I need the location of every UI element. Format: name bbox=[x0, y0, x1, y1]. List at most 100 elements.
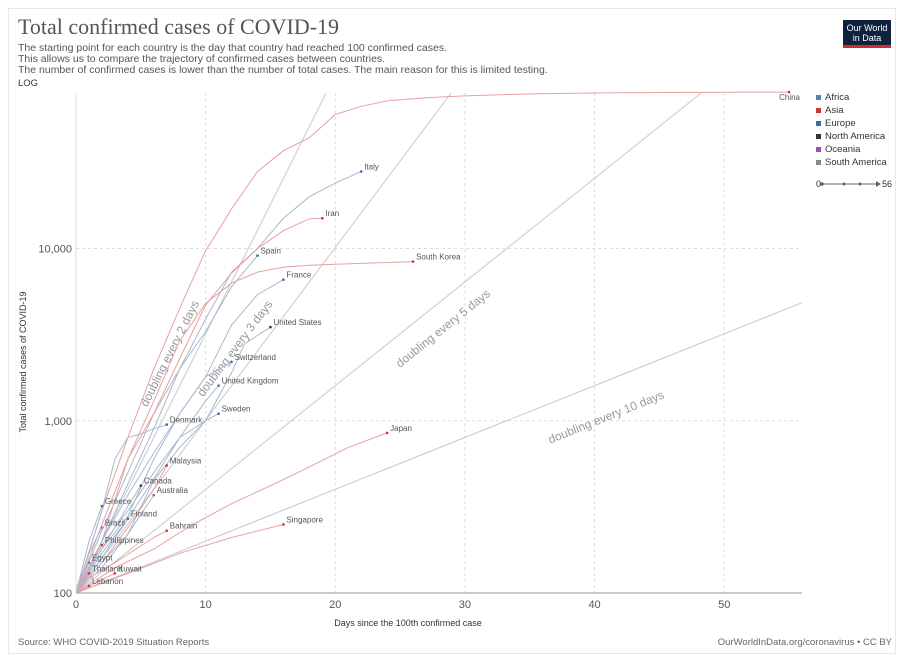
timeline-slider[interactable]: 0 56 bbox=[816, 176, 894, 192]
series-label: Lebanon bbox=[92, 577, 123, 586]
series-end-point bbox=[165, 529, 169, 532]
timeline-end-handle[interactable] bbox=[876, 181, 881, 187]
legend-label: South America bbox=[825, 157, 887, 168]
subtitle-line-3: The number of confirmed cases is lower t… bbox=[18, 64, 548, 76]
series-label: Denmark bbox=[170, 416, 203, 425]
series-label: Brazil bbox=[105, 519, 125, 528]
series-label: South Korea bbox=[416, 253, 461, 262]
series-line bbox=[75, 385, 219, 594]
legend: Africa Asia Europe North America Oceania… bbox=[816, 91, 887, 169]
series-line bbox=[75, 424, 167, 594]
series-line bbox=[75, 171, 362, 594]
series-line bbox=[75, 361, 232, 594]
y-tick-label: 10,000 bbox=[38, 244, 72, 256]
legend-item-asia[interactable]: Asia bbox=[816, 104, 887, 117]
series-end-point bbox=[87, 572, 91, 575]
series-end-point bbox=[256, 254, 259, 257]
legend-label: Europe bbox=[825, 118, 856, 129]
source-note[interactable]: Source: WHO COVID-2019 Situation Reports bbox=[18, 637, 210, 648]
y-tick-label: 100 bbox=[54, 588, 72, 600]
timeline-end-label: 56 bbox=[882, 179, 892, 189]
series-line bbox=[75, 530, 168, 587]
x-tick-label: 30 bbox=[459, 599, 471, 611]
legend-swatch bbox=[816, 95, 821, 100]
x-tick-label: 0 bbox=[73, 599, 79, 611]
series-label: Sweden bbox=[222, 405, 251, 414]
series-label: Thailand bbox=[92, 564, 123, 573]
series-label: Bahrain bbox=[170, 522, 198, 531]
chart-frame bbox=[8, 8, 896, 654]
chart-title: Total confirmed cases of COVID-19 bbox=[18, 14, 340, 39]
series-line bbox=[75, 255, 258, 594]
series-label: Canada bbox=[144, 477, 173, 486]
axes: 0 10 20 30 40 50 100 1,000 10,000 bbox=[38, 93, 802, 611]
series-end-point bbox=[217, 412, 220, 415]
series-end-point bbox=[100, 504, 104, 508]
subtitle-line-2: This allows us to compare the trajectory… bbox=[18, 53, 386, 65]
owid-logo[interactable]: Our World in Data bbox=[843, 20, 891, 48]
logo-line-2: in Data bbox=[852, 33, 882, 43]
series-line bbox=[75, 432, 388, 594]
series-label: United States bbox=[273, 318, 321, 327]
series-label: Iran bbox=[325, 209, 339, 218]
series-end-point bbox=[217, 384, 220, 387]
scale-toggle[interactable]: LOG bbox=[18, 78, 39, 89]
series-end-point bbox=[152, 493, 156, 497]
series-line bbox=[75, 562, 90, 594]
series-end-point bbox=[113, 572, 117, 575]
series-label: United Kingdom bbox=[222, 377, 279, 386]
legend-label: North America bbox=[825, 131, 886, 142]
series-end-point bbox=[230, 360, 233, 364]
series-line bbox=[75, 505, 103, 594]
gridlines bbox=[76, 93, 802, 593]
series-label: Japan bbox=[390, 424, 412, 433]
legend-swatch bbox=[816, 121, 821, 126]
y-tick-label: 1,000 bbox=[44, 416, 72, 428]
series-label: Malaysia bbox=[170, 456, 202, 465]
reference-line bbox=[75, 92, 452, 594]
series-end-point bbox=[126, 517, 130, 521]
x-tick-label: 40 bbox=[588, 599, 600, 611]
series-line bbox=[75, 261, 414, 594]
series-line bbox=[75, 524, 284, 594]
series-end-point bbox=[100, 526, 104, 529]
series-label: China bbox=[779, 93, 800, 102]
legend-item-europe[interactable]: Europe bbox=[816, 117, 887, 130]
legend-label: Oceania bbox=[825, 144, 861, 155]
x-axis-label: Days since the 100th confirmed case bbox=[334, 618, 482, 628]
series-label: Spain bbox=[261, 247, 281, 256]
series-label: Greece bbox=[105, 497, 132, 506]
reference-line bbox=[75, 92, 702, 594]
y-axis-label: Total confirmed cases of COVID-19 bbox=[18, 291, 28, 432]
legend-swatch bbox=[816, 134, 821, 139]
legend-item-africa[interactable]: Africa bbox=[816, 91, 887, 104]
x-tick-label: 20 bbox=[329, 599, 341, 611]
series-line bbox=[75, 585, 90, 594]
legend-label: Asia bbox=[825, 105, 844, 116]
series-end-point bbox=[321, 216, 324, 220]
legend-swatch bbox=[816, 108, 821, 113]
timeline-start-handle[interactable] bbox=[820, 182, 824, 186]
series-label: Switzerland bbox=[235, 353, 276, 362]
x-tick-label: 10 bbox=[200, 599, 212, 611]
logo-line-1: Our World bbox=[846, 23, 888, 33]
legend-item-south-america[interactable]: South America bbox=[816, 156, 887, 169]
series-label: Finland bbox=[131, 510, 157, 519]
legend-item-north-america[interactable]: North America bbox=[816, 130, 887, 143]
legend-item-oceania[interactable]: Oceania bbox=[816, 143, 887, 156]
reference-line-label: doubling every 10 days bbox=[546, 388, 666, 447]
legend-swatch bbox=[816, 147, 821, 152]
license-link[interactable]: OurWorldInData.org/coronavirus • CC BY bbox=[717, 637, 892, 648]
series-end-point bbox=[165, 423, 169, 426]
series-label: Kuwait bbox=[118, 564, 143, 573]
series-end-point bbox=[165, 464, 169, 467]
series-label: Philippines bbox=[105, 536, 144, 545]
series-end-point bbox=[282, 278, 285, 281]
series-label: Egypt bbox=[92, 554, 113, 563]
x-tick-label: 50 bbox=[718, 599, 730, 611]
series-line bbox=[75, 573, 90, 594]
series-label: Australia bbox=[157, 486, 189, 495]
series-end-point bbox=[282, 523, 285, 526]
